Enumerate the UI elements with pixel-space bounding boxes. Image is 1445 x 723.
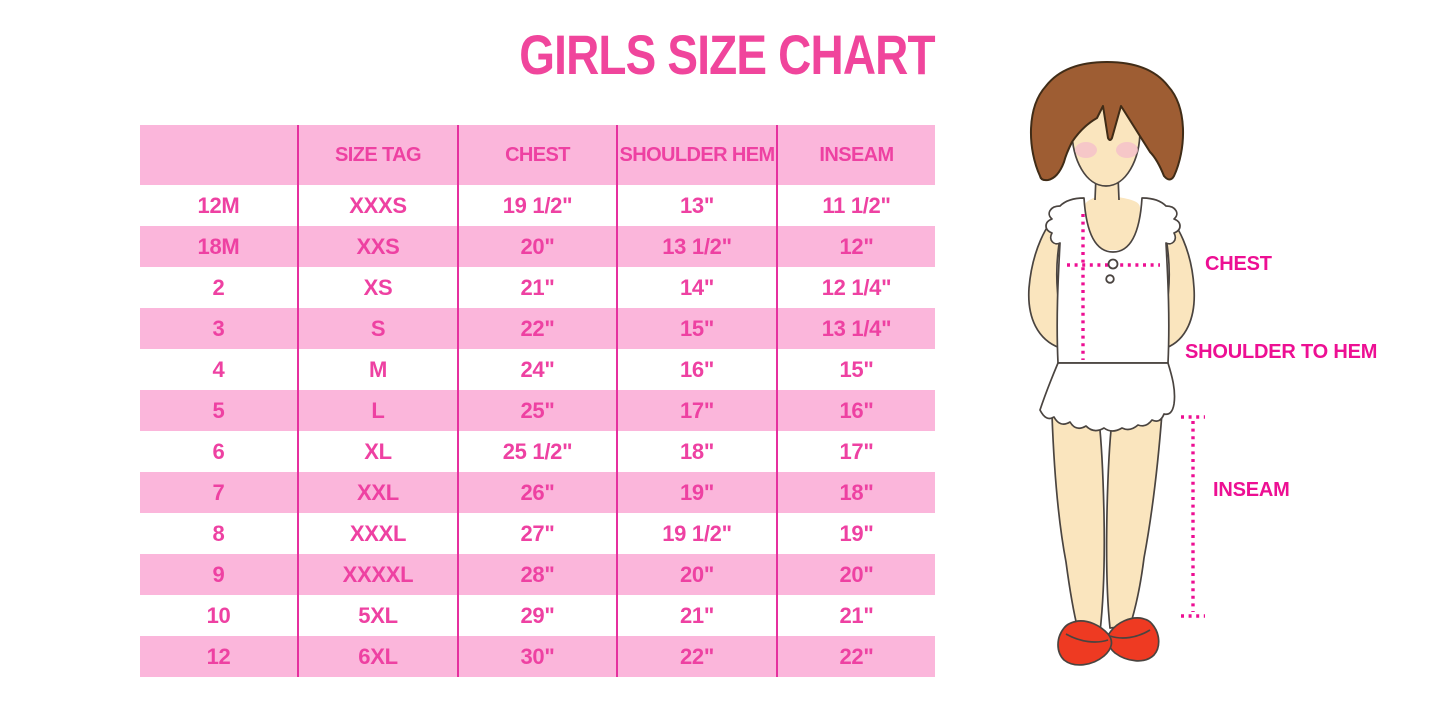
header-cell-inseam: INSEAM bbox=[776, 125, 935, 185]
cell-size-tag: 5XL bbox=[297, 595, 457, 636]
cell-shoulder-hem: 19 1/2" bbox=[616, 513, 776, 554]
cell-inseam: 11 1/2" bbox=[776, 185, 935, 226]
girl-top-button-1 bbox=[1107, 258, 1119, 270]
chest-label: CHEST bbox=[1205, 253, 1272, 275]
cell-inseam: 13 1/4" bbox=[776, 308, 935, 349]
cell-shoulder-hem: 19" bbox=[616, 472, 776, 513]
cell-inseam: 21" bbox=[776, 595, 935, 636]
cell-chest: 22" bbox=[457, 308, 616, 349]
girl-neck-chest bbox=[1084, 168, 1140, 250]
cell-size-tag: XXXL bbox=[297, 513, 457, 554]
size-chart-table: SIZE TAG CHEST SHOULDER HEM INSEAM 12M X… bbox=[140, 125, 935, 677]
girl-left-blush bbox=[1075, 142, 1097, 158]
cell-chest: 25 1/2" bbox=[457, 431, 616, 472]
cell-inseam: 12" bbox=[776, 226, 935, 267]
cell-size: 7 bbox=[140, 472, 297, 513]
cell-size-tag: XXXS bbox=[297, 185, 457, 226]
cell-chest: 25" bbox=[457, 390, 616, 431]
girl-left-shoe bbox=[1057, 620, 1113, 666]
cell-shoulder-hem: 13 1/2" bbox=[616, 226, 776, 267]
cell-shoulder-hem: 17" bbox=[616, 390, 776, 431]
page-title: GIRLS SIZE CHART bbox=[519, 23, 935, 86]
cell-size: 2 bbox=[140, 267, 297, 308]
cell-shoulder-hem: 21" bbox=[616, 595, 776, 636]
girl-left-leg bbox=[1051, 414, 1106, 633]
cell-size: 8 bbox=[140, 513, 297, 554]
cell-inseam: 18" bbox=[776, 472, 935, 513]
cell-inseam: 22" bbox=[776, 636, 935, 677]
cell-shoulder-hem: 20" bbox=[616, 554, 776, 595]
cell-size: 12 bbox=[140, 636, 297, 677]
girl-right-shoe-strap bbox=[1109, 629, 1151, 639]
shoulder-to-hem-label: SHOULDER TO HEM bbox=[1185, 341, 1378, 363]
cell-inseam: 16" bbox=[776, 390, 935, 431]
cell-chest: 29" bbox=[457, 595, 616, 636]
cell-size: 6 bbox=[140, 431, 297, 472]
cell-size: 3 bbox=[140, 308, 297, 349]
inseam-label: INSEAM bbox=[1213, 479, 1290, 501]
girl-top-button-2 bbox=[1105, 274, 1115, 284]
cell-size-tag: XL bbox=[297, 431, 457, 472]
cell-size: 9 bbox=[140, 554, 297, 595]
cell-chest: 24" bbox=[457, 349, 616, 390]
cell-inseam: 12 1/4" bbox=[776, 267, 935, 308]
cell-size: 18M bbox=[140, 226, 297, 267]
cell-chest: 28" bbox=[457, 554, 616, 595]
header-cell-size-tag: SIZE TAG bbox=[297, 125, 457, 185]
cell-size-tag: XS bbox=[297, 267, 457, 308]
cell-chest: 20" bbox=[457, 226, 616, 267]
cell-size: 12M bbox=[140, 185, 297, 226]
cell-size-tag: 6XL bbox=[297, 636, 457, 677]
cell-chest: 21" bbox=[457, 267, 616, 308]
cell-chest: 27" bbox=[457, 513, 616, 554]
girl-left-shoe-strap bbox=[1065, 633, 1109, 643]
header-cell-chest: CHEST bbox=[457, 125, 616, 185]
girl-hair bbox=[1029, 61, 1185, 182]
cell-size: 5 bbox=[140, 390, 297, 431]
cell-size-tag: L bbox=[297, 390, 457, 431]
cell-chest: 19 1/2" bbox=[457, 185, 616, 226]
cell-size-tag: XXS bbox=[297, 226, 457, 267]
cell-shoulder-hem: 15" bbox=[616, 308, 776, 349]
header-cell-shoulder-hem: SHOULDER HEM bbox=[616, 125, 776, 185]
girl-right-blush bbox=[1116, 142, 1138, 158]
cell-size: 10 bbox=[140, 595, 297, 636]
header-cell-blank bbox=[140, 125, 297, 185]
cell-inseam: 19" bbox=[776, 513, 935, 554]
girl-skirt bbox=[1039, 362, 1176, 432]
cell-size: 4 bbox=[140, 349, 297, 390]
cell-size-tag: XXL bbox=[297, 472, 457, 513]
cell-shoulder-hem: 18" bbox=[616, 431, 776, 472]
cell-shoulder-hem: 13" bbox=[616, 185, 776, 226]
cell-size-tag: S bbox=[297, 308, 457, 349]
girl-right-leg bbox=[1105, 412, 1163, 629]
cell-chest: 30" bbox=[457, 636, 616, 677]
cell-inseam: 17" bbox=[776, 431, 935, 472]
cell-shoulder-hem: 14" bbox=[616, 267, 776, 308]
cell-chest: 26" bbox=[457, 472, 616, 513]
cell-inseam: 15" bbox=[776, 349, 935, 390]
cell-size-tag: M bbox=[297, 349, 457, 390]
cell-size-tag: XXXXL bbox=[297, 554, 457, 595]
cell-inseam: 20" bbox=[776, 554, 935, 595]
cell-shoulder-hem: 16" bbox=[616, 349, 776, 390]
cell-shoulder-hem: 22" bbox=[616, 636, 776, 677]
girl-figure-illustration bbox=[1027, 61, 1205, 666]
